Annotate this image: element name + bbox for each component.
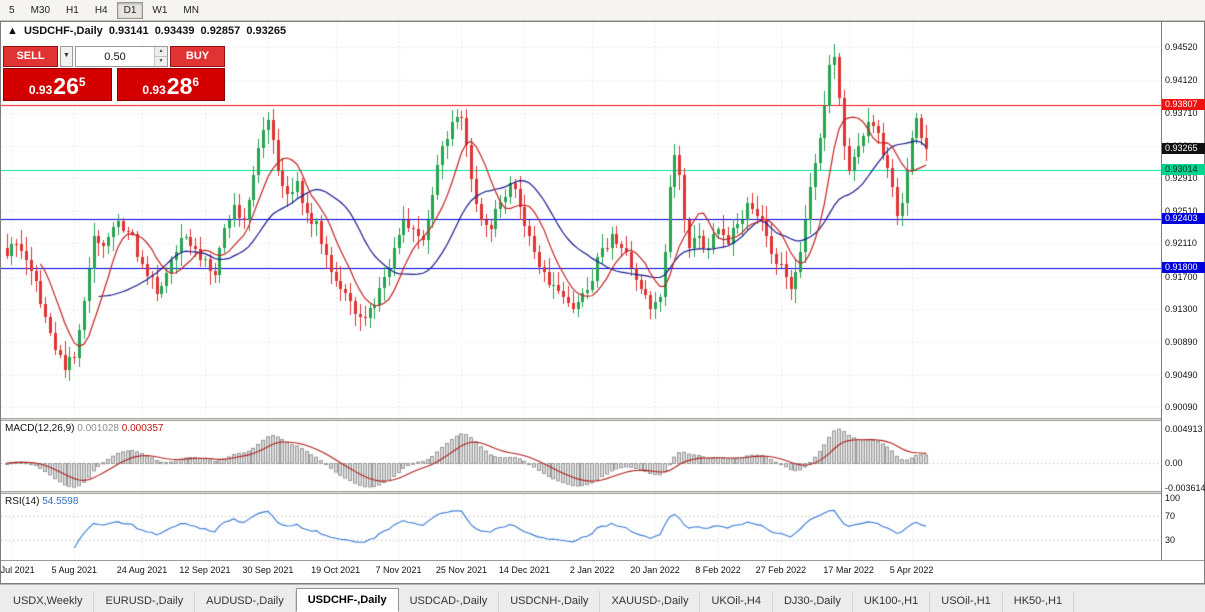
chart-tab[interactable]: USDX,Weekly bbox=[2, 591, 95, 612]
chart-tab[interactable]: USOil-,H1 bbox=[930, 591, 1003, 612]
rsi-title: RSI(14) bbox=[5, 496, 40, 507]
date-axis-label: 7 Nov 2021 bbox=[375, 565, 422, 575]
date-axis-label: 20 Jan 2022 bbox=[630, 565, 680, 575]
price-axis-label: 0.93710 bbox=[1165, 108, 1198, 119]
chart-tab[interactable]: DJ30-,Daily bbox=[773, 591, 853, 612]
rsi-axis-label: 30 bbox=[1165, 535, 1176, 545]
volume-stepper-up-icon[interactable]: ▲ bbox=[155, 47, 167, 56]
chart-tab[interactable]: EURUSD-,Daily bbox=[94, 591, 196, 612]
chart-tab[interactable]: UK100-,H1 bbox=[853, 591, 931, 612]
rsi-axis-label: 70 bbox=[1165, 511, 1176, 521]
chart-tab[interactable]: UKOil-,H4 bbox=[700, 591, 773, 612]
macd-header: MACD(12,26,9) 0.001028 0.000357 bbox=[5, 423, 163, 434]
macd-axis-label: -0.003614 bbox=[1165, 483, 1205, 494]
chart-ohlc-header: ▲ USDCHF-,Daily 0.93141 0.93439 0.92857 … bbox=[7, 25, 289, 37]
volume-input[interactable] bbox=[76, 47, 154, 66]
date-axis-label: 12 Sep 2021 bbox=[179, 565, 231, 575]
chart-symbol-label: USDCHF-,Daily bbox=[23, 25, 103, 37]
price-axis-label: 0.91700 bbox=[1165, 271, 1198, 282]
date-axis-label: 5 Aug 2021 bbox=[51, 565, 98, 575]
rsi-indicator-canvas[interactable] bbox=[1, 494, 1161, 560]
timeframe-button-h1[interactable]: H1 bbox=[66, 4, 79, 16]
date-axis-label: 30 Sep 2021 bbox=[242, 565, 294, 575]
date-axis-label: 24 Aug 2021 bbox=[116, 565, 168, 575]
price-axis-label: 0.90490 bbox=[1165, 369, 1198, 380]
price-axis-label: 0.92910 bbox=[1165, 173, 1198, 184]
price-axis-label: 0.92110 bbox=[1165, 238, 1197, 249]
timeframe-button-5[interactable]: 5 bbox=[9, 4, 15, 16]
bid-price-big: 26 bbox=[53, 73, 79, 99]
chart-tab[interactable]: USDCNH-,Daily bbox=[499, 591, 601, 612]
price-axis-label: 0.91300 bbox=[1165, 304, 1198, 315]
price-axis[interactable]: 0.945200.941200.937100.933100.929100.925… bbox=[1161, 22, 1205, 560]
sell-button[interactable]: SELL bbox=[3, 46, 58, 67]
macd-panel-separator[interactable] bbox=[1, 418, 1204, 421]
macd-title: MACD(12,26,9) bbox=[5, 423, 75, 434]
price-axis-label: 0.94120 bbox=[1165, 74, 1198, 85]
date-axis-label: 19 Oct 2021 bbox=[311, 565, 361, 575]
ask-price-sup: 6 bbox=[192, 75, 200, 89]
macd-axis-label: 0.00 bbox=[1165, 458, 1183, 468]
date-axis-label: 8 Feb 2022 bbox=[695, 565, 741, 575]
high-value: 0.93439 bbox=[154, 25, 195, 37]
trade-options-dropdown[interactable]: ▼ bbox=[60, 46, 73, 67]
macd-indicator-canvas[interactable] bbox=[1, 421, 1161, 491]
date-axis-label: 17 Mar 2022 bbox=[823, 565, 874, 575]
chart-window: ▲ USDCHF-,Daily 0.93141 0.93439 0.92857 … bbox=[0, 21, 1205, 584]
macd-axis-label: 0.004913 bbox=[1165, 423, 1203, 434]
timeframe-button-m30[interactable]: M30 bbox=[30, 4, 51, 16]
ask-quote-button[interactable]: 0.93 28 6 bbox=[116, 68, 225, 101]
macd-signal-value: 0.000357 bbox=[121, 423, 164, 434]
price-tag: 0.92403 bbox=[1162, 213, 1205, 225]
timeframe-button-d1[interactable]: D1 bbox=[116, 1, 144, 19]
bid-quote-button[interactable]: 0.93 26 5 bbox=[3, 68, 112, 101]
bid-price-sup: 5 bbox=[78, 75, 86, 89]
price-tag: 0.93265 bbox=[1162, 143, 1205, 155]
date-axis-label: 18 Jul 2021 bbox=[0, 565, 35, 575]
one-click-trading-panel: SELL ▼ ▲ ▼ BUY 0.93 26 5 0.93 28 6 bbox=[3, 46, 225, 101]
price-tag: 0.91800 bbox=[1162, 262, 1205, 274]
ask-price-small: 0.93 bbox=[142, 83, 166, 97]
timeframe-toolbar: 5 M30 H1 H4 D1 W1 MN bbox=[0, 0, 1205, 21]
price-axis-label: 0.90090 bbox=[1165, 402, 1198, 413]
date-axis[interactable]: 18 Jul 2021 5 Aug 2021 24 Aug 2021 12 Sep 2… bbox=[0, 560, 1204, 583]
price-axis-label: 0.92510 bbox=[1165, 205, 1198, 216]
rsi-header: RSI(14) 54.5598 bbox=[5, 496, 78, 507]
timeframe-button-mn[interactable]: MN bbox=[183, 4, 199, 16]
chart-tab[interactable]: AUDUSD-,Daily bbox=[195, 591, 296, 612]
date-axis-label: 14 Dec 2021 bbox=[498, 565, 550, 575]
date-axis-label: 2 Jan 2022 bbox=[569, 565, 615, 575]
macd-main-value: 0.001028 bbox=[77, 423, 119, 434]
timeframe-button-w1[interactable]: W1 bbox=[152, 4, 168, 16]
uptick-icon: ▲ bbox=[7, 25, 18, 37]
price-axis-label: 0.90890 bbox=[1165, 337, 1198, 348]
chart-tab[interactable]: USDCAD-,Daily bbox=[399, 591, 500, 612]
timeframe-button-h4[interactable]: H4 bbox=[94, 4, 108, 16]
buy-button[interactable]: BUY bbox=[170, 46, 225, 67]
price-tag: 0.93014 bbox=[1162, 163, 1205, 175]
chart-tab-bar: USDX,Weekly EURUSD-,Daily AUDUSD-,Daily USD… bbox=[0, 584, 1205, 612]
price-tag: 0.93807 bbox=[1162, 99, 1205, 111]
chart-tab[interactable]: HK50-,H1 bbox=[1003, 591, 1075, 612]
ask-price-big: 28 bbox=[166, 73, 193, 99]
close-value: 0.93265 bbox=[246, 25, 287, 37]
rsi-panel-separator[interactable] bbox=[1, 491, 1204, 494]
low-value: 0.92857 bbox=[200, 25, 241, 37]
rsi-axis-label: 100 bbox=[1165, 493, 1181, 503]
rsi-value: 54.5598 bbox=[42, 496, 79, 507]
date-axis-label: 5 Apr 2022 bbox=[889, 565, 934, 575]
chart-tab[interactable]: USDCHF-,Daily bbox=[295, 588, 399, 612]
bid-price-small: 0.93 bbox=[28, 83, 53, 97]
chart-tab[interactable]: XAUUSD-,Daily bbox=[600, 591, 701, 612]
date-axis-label: 25 Nov 2021 bbox=[435, 565, 487, 575]
volume-stepper-down-icon[interactable]: ▼ bbox=[155, 56, 167, 66]
open-value: 0.93141 bbox=[108, 25, 149, 37]
date-axis-label: 27 Feb 2022 bbox=[755, 565, 807, 575]
price-axis-label: 0.94520 bbox=[1165, 42, 1198, 53]
